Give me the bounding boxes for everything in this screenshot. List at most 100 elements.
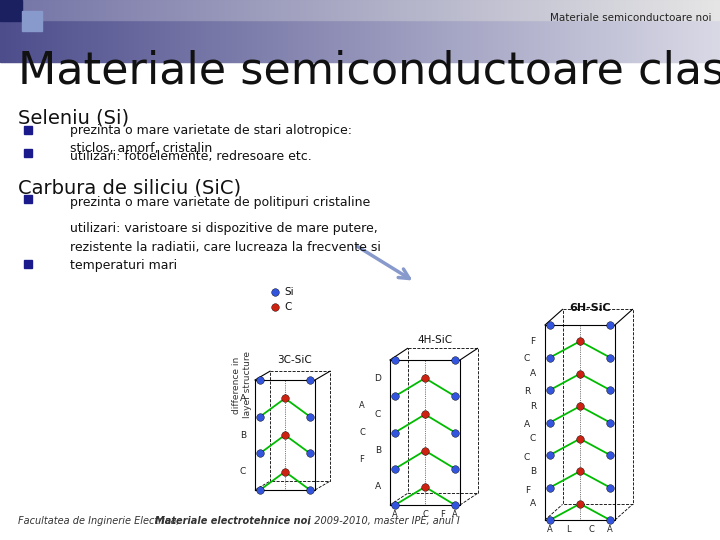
Bar — [545, 0, 546, 62]
Bar — [585, 0, 586, 62]
Bar — [24, 260, 32, 268]
Bar — [237, 0, 238, 62]
Bar — [274, 0, 275, 62]
Bar — [89, 0, 90, 20]
Bar — [220, 0, 221, 20]
Bar — [166, 0, 167, 62]
Bar — [121, 0, 122, 20]
Bar — [148, 0, 149, 20]
Bar — [562, 0, 563, 20]
Bar — [683, 0, 684, 20]
Bar — [629, 0, 630, 20]
Bar — [324, 0, 325, 20]
Bar — [74, 0, 75, 62]
Bar — [548, 0, 549, 62]
Bar — [80, 0, 81, 20]
Bar — [583, 0, 584, 62]
Bar — [119, 0, 120, 62]
Bar — [357, 0, 358, 20]
Bar — [568, 0, 569, 62]
Bar — [341, 0, 342, 62]
Text: A: A — [240, 394, 246, 403]
Bar — [528, 0, 529, 20]
Bar — [441, 0, 442, 62]
Bar — [216, 0, 217, 62]
Bar — [211, 0, 212, 62]
Bar — [151, 0, 152, 20]
Bar — [49, 0, 50, 62]
Bar — [539, 0, 540, 62]
Bar — [348, 0, 349, 62]
Bar — [450, 0, 451, 62]
Bar — [559, 0, 560, 20]
Bar — [276, 0, 277, 62]
Text: A: A — [392, 510, 398, 519]
Bar — [669, 0, 670, 62]
Bar — [558, 0, 559, 62]
Bar — [507, 0, 508, 20]
Bar — [516, 0, 517, 62]
Bar — [505, 0, 506, 62]
Bar — [234, 0, 235, 62]
Bar — [181, 0, 182, 62]
Bar — [643, 0, 644, 62]
Bar — [107, 0, 108, 62]
Text: difference in
layer structure: difference in layer structure — [232, 352, 253, 418]
Bar — [603, 0, 604, 62]
Bar — [66, 0, 67, 62]
Bar — [247, 0, 248, 20]
Bar — [652, 0, 653, 20]
Bar — [414, 0, 415, 62]
Bar — [78, 0, 79, 20]
Bar — [59, 0, 60, 20]
Bar — [408, 0, 409, 20]
Bar — [174, 0, 175, 20]
Bar — [259, 0, 260, 62]
Bar — [249, 0, 250, 20]
Bar — [624, 0, 625, 62]
Bar — [493, 0, 494, 62]
Bar — [519, 0, 520, 62]
Bar — [466, 0, 467, 62]
Bar — [388, 0, 389, 62]
Bar — [591, 0, 592, 62]
Bar — [139, 0, 140, 62]
Text: A: A — [530, 500, 536, 508]
Bar — [338, 0, 339, 20]
Bar — [278, 0, 279, 62]
Bar — [318, 0, 319, 20]
Bar — [91, 0, 92, 20]
Bar — [312, 0, 313, 20]
Bar — [35, 0, 36, 62]
Bar — [563, 0, 564, 20]
Bar — [364, 0, 365, 62]
Bar — [617, 0, 618, 62]
Bar — [613, 0, 614, 62]
Bar — [442, 0, 443, 62]
Bar — [242, 0, 243, 20]
Bar — [675, 0, 676, 20]
Bar — [533, 0, 534, 62]
Bar — [637, 0, 638, 20]
Bar — [565, 0, 566, 20]
Bar — [611, 0, 612, 20]
Bar — [705, 0, 706, 62]
Bar — [709, 0, 710, 20]
Bar — [428, 0, 429, 62]
Bar — [694, 0, 695, 62]
Bar — [580, 0, 581, 20]
Bar — [353, 0, 354, 62]
Bar — [255, 0, 256, 62]
Bar — [285, 0, 286, 20]
Bar — [590, 0, 591, 62]
Bar — [201, 0, 202, 20]
Bar — [323, 0, 324, 62]
Bar — [585, 0, 586, 20]
Bar — [158, 0, 159, 62]
Bar — [646, 0, 647, 20]
Text: Materiale electrotehnice noi: Materiale electrotehnice noi — [155, 516, 311, 526]
Bar — [719, 0, 720, 20]
Bar — [708, 0, 709, 20]
Bar — [70, 0, 71, 62]
Bar — [372, 0, 373, 20]
